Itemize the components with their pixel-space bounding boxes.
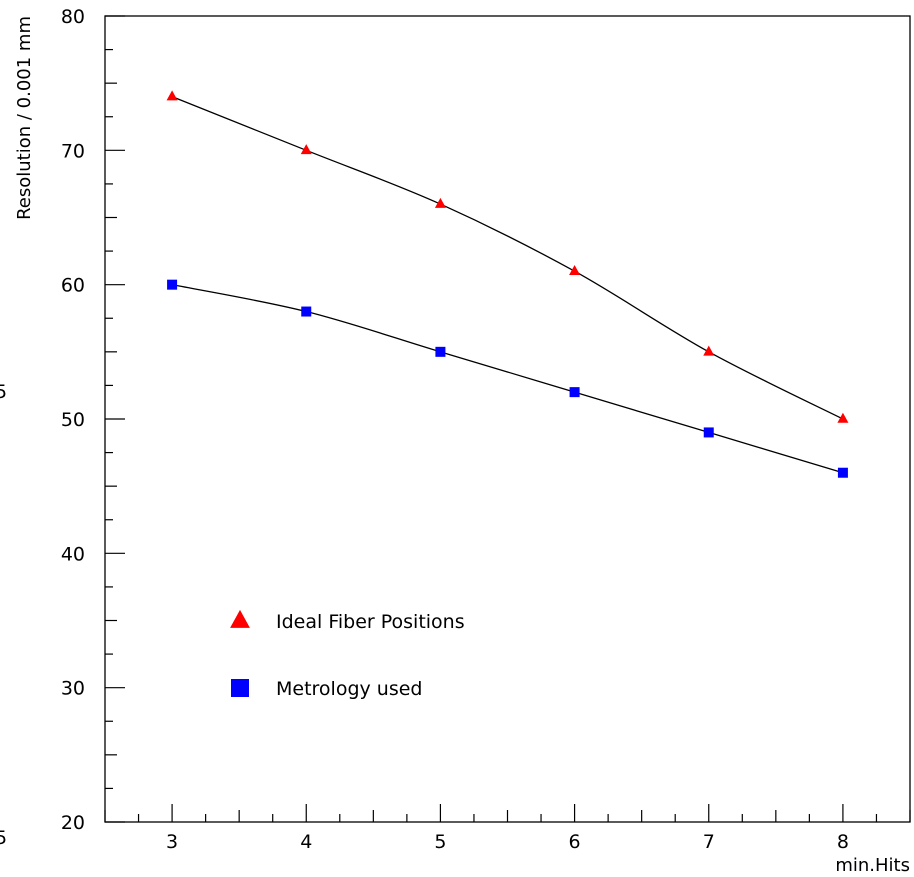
x-tick-label: 7 xyxy=(703,831,715,853)
y-tick-label: 40 xyxy=(61,543,85,565)
series-line xyxy=(171,284,844,474)
y-tick-label: 30 xyxy=(61,678,85,700)
legend-square-icon xyxy=(231,679,249,697)
series-2 xyxy=(167,279,848,478)
x-axis: 3 4 5 6 7 8 xyxy=(104,804,911,853)
y-tick-label: 60 xyxy=(61,275,85,297)
edge-glyph-left-bottom: 5 xyxy=(0,827,7,849)
plot-frame xyxy=(104,15,911,823)
series-line xyxy=(171,95,844,420)
x-axis-title: min.Hits xyxy=(835,855,910,876)
data-point-triangle xyxy=(434,197,446,208)
data-point-square xyxy=(569,387,580,398)
plot-area xyxy=(104,15,911,823)
series-1 xyxy=(166,90,849,423)
data-point-triangle xyxy=(166,90,178,101)
data-point-square xyxy=(167,279,178,290)
x-tick-label: 3 xyxy=(166,831,178,853)
data-point-triangle xyxy=(837,412,849,423)
legend: Ideal Fiber Positions Metrology used xyxy=(230,609,465,700)
legend-label: Metrology used xyxy=(276,678,423,700)
legend-triangle-icon xyxy=(230,609,250,628)
data-point-triangle xyxy=(569,265,581,276)
edge-glyph-left-mid: 5 xyxy=(0,381,7,403)
data-point-square xyxy=(435,346,446,357)
x-tick-label: 8 xyxy=(837,831,849,853)
data-point-triangle xyxy=(703,345,715,356)
y-tick-label: 70 xyxy=(61,140,85,162)
y-axis-title: Resolution / 0.001 mm xyxy=(14,16,35,220)
x-tick-label: 5 xyxy=(434,831,446,853)
y-tick-label: 80 xyxy=(61,6,85,28)
y-axis: 20 30 40 50 60 70 80 xyxy=(61,6,125,834)
data-point-square xyxy=(837,467,848,478)
x-tick-label: 6 xyxy=(569,831,581,853)
series-layer xyxy=(166,90,849,478)
legend-label: Ideal Fiber Positions xyxy=(276,611,465,633)
y-tick-label: 50 xyxy=(61,409,85,431)
x-tick-label: 4 xyxy=(300,831,312,853)
y-tick-label: 20 xyxy=(61,812,85,834)
data-point-triangle xyxy=(300,144,312,155)
data-point-square xyxy=(301,306,312,317)
data-point-square xyxy=(703,427,714,438)
